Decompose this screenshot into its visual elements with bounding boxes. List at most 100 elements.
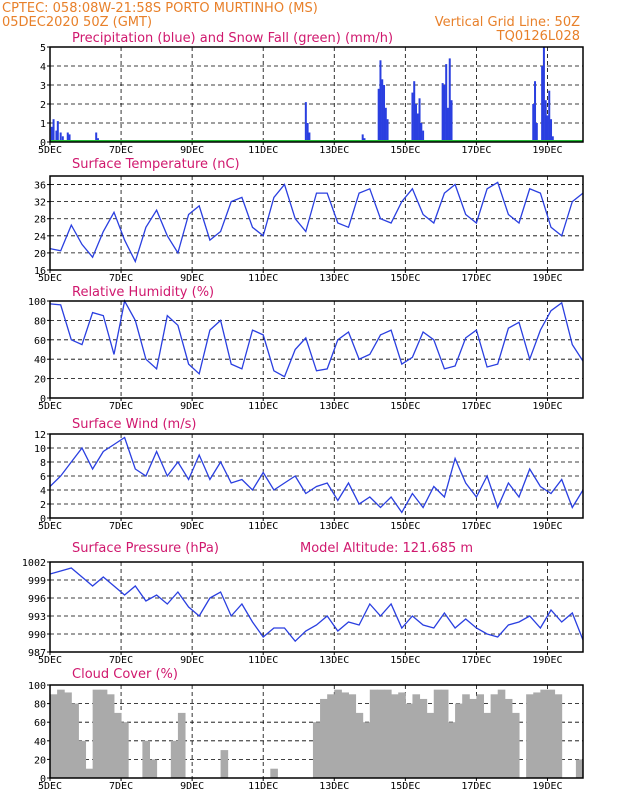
cloud-bar — [490, 694, 499, 778]
y-tick-label: 996 — [28, 594, 46, 605]
y-tick-label: 4 — [40, 486, 46, 497]
cloud-bar — [483, 712, 492, 778]
series-line — [49, 181, 584, 264]
cloud-bar — [170, 740, 179, 778]
panel-title: Surface Temperature (nC) — [72, 157, 240, 172]
precip-bar — [416, 113, 419, 142]
precip-bar — [546, 115, 549, 142]
x-tick-label: 7DEC — [109, 781, 133, 792]
cloud-bar — [106, 694, 115, 778]
cloud-bar — [362, 722, 371, 778]
header-grid-line: Vertical Grid Line: 50Z — [435, 15, 580, 30]
x-tick-label: 5DEC — [38, 781, 62, 792]
x-tick-label: 11DEC — [248, 401, 278, 412]
panel-frame — [49, 684, 584, 779]
cloud-bar — [426, 712, 435, 778]
cloud-bar — [412, 694, 421, 778]
precip-bar — [61, 136, 64, 142]
y-tick-label: 20 — [34, 375, 46, 386]
y-tick-label: 60 — [34, 718, 46, 729]
cloud-bar — [142, 740, 150, 778]
panel-title: Surface Wind (m/s) — [72, 417, 196, 432]
cloud-bar — [85, 768, 94, 778]
x-tick-label: 13DEC — [319, 655, 349, 666]
cloud-bar — [50, 694, 58, 778]
x-tick-label: 15DEC — [390, 401, 420, 412]
panel-frame — [49, 561, 584, 653]
precip-bar — [56, 121, 59, 142]
y-tick-label: 8 — [40, 458, 46, 469]
precip-bar — [383, 85, 386, 142]
x-tick-label: 7DEC — [109, 521, 133, 532]
series-line — [49, 299, 584, 378]
x-tick-label: 17DEC — [461, 145, 491, 156]
x-tick-label: 7DEC — [109, 655, 133, 666]
x-tick-label: 11DEC — [248, 781, 278, 792]
x-tick-label: 15DEC — [390, 781, 420, 792]
cloud-bar — [469, 698, 477, 778]
cloud-bar — [497, 689, 506, 778]
precip-bar — [532, 104, 535, 142]
precip-bar — [422, 130, 425, 142]
cloud-bar — [71, 703, 79, 778]
y-tick-label: 999 — [28, 576, 46, 587]
precip-bar — [542, 47, 545, 142]
header-line1: CPTEC: 058:08W-21:58S PORTO MURTINHO (MS… — [2, 1, 318, 16]
x-tick-label: 11DEC — [248, 655, 278, 666]
panel-1: Precipitation (blue) and Snow Fall (gree… — [38, 31, 584, 156]
y-tick-label: 20 — [34, 755, 46, 766]
panel-title: Surface Pressure (hPa) — [72, 541, 219, 556]
x-tick-label: 19DEC — [532, 401, 562, 412]
cloud-bar — [355, 712, 364, 778]
x-tick-label: 19DEC — [532, 781, 562, 792]
cloud-bar — [447, 722, 456, 778]
x-tick-label: 5DEC — [38, 521, 62, 532]
cloud-bar — [391, 694, 399, 778]
y-tick-label: 12 — [34, 430, 46, 441]
y-tick-label: 0 — [40, 774, 46, 785]
y-tick-label: 1002 — [22, 558, 46, 569]
y-tick-label: 80 — [34, 700, 46, 711]
panel-title: Relative Humidity (%) — [72, 285, 214, 300]
x-tick-label: 7DEC — [109, 273, 133, 284]
panel-2: Surface Temperature (nC) 16 20 24 28 32 36 5DEC… — [34, 157, 584, 284]
x-tick-label: 15DEC — [390, 521, 420, 532]
cloud-bar — [455, 703, 463, 778]
header-model-id: TQ0126L028 — [496, 29, 580, 44]
precip-bar — [361, 134, 364, 142]
panel-5: Surface Pressure (hPa) Model Altitude: 12… — [22, 541, 584, 666]
panel-3: Relative Humidity (%) 0 20 40 60 80 100 5DEC 7DE… — [28, 285, 584, 412]
y-tick-label: 990 — [28, 630, 46, 641]
cloud-bar — [348, 694, 357, 778]
y-tick-label: 993 — [28, 612, 46, 623]
x-tick-label: 15DEC — [390, 145, 420, 156]
cloud-bar — [57, 689, 65, 778]
precip-bar — [450, 100, 453, 142]
panel-4: Surface Wind (m/s) 0 2 4 6 8 10 12 5DEC 7DEC 9DEC 1… — [34, 417, 584, 532]
panel-frame — [49, 300, 584, 399]
precip-bar — [308, 132, 311, 142]
header-date: 05DEC2020 50Z (GMT) — [2, 15, 152, 30]
cloud-bar — [462, 694, 470, 778]
y-tick-label: 4 — [40, 62, 46, 73]
cloud-bar — [384, 689, 392, 778]
cloud-bar — [220, 750, 229, 778]
precip-bar — [446, 107, 449, 142]
precip-bar — [413, 81, 416, 142]
cloud-bar — [121, 722, 129, 778]
y-tick-label: 2 — [40, 500, 46, 511]
cloud-bar — [540, 689, 548, 778]
x-tick-label: 17DEC — [461, 781, 491, 792]
cloud-bar — [526, 694, 534, 778]
x-tick-label: 5DEC — [38, 401, 62, 412]
cloud-bar — [440, 689, 449, 778]
y-tick-label: 5 — [40, 43, 46, 54]
precip-bar — [50, 126, 53, 142]
precip-bar — [304, 102, 307, 142]
y-tick-label: 60 — [34, 336, 46, 347]
panels: Precipitation (blue) and Snow Fall (gree… — [22, 31, 584, 792]
precip-bar — [68, 134, 71, 142]
y-tick-label: 32 — [34, 198, 46, 209]
y-tick-label: 16 — [34, 266, 46, 277]
